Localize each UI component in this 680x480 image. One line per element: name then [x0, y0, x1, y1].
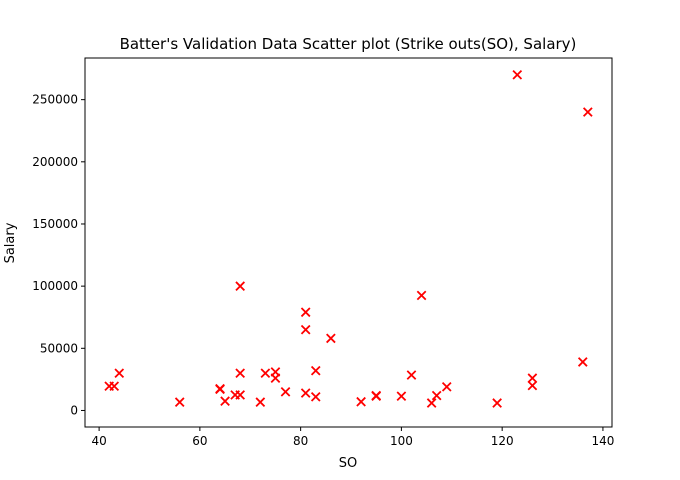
- x-tick-label: 40: [91, 434, 106, 448]
- data-point: [270, 367, 281, 377]
- data-point: [416, 290, 427, 301]
- y-tick-label: 250000: [32, 93, 78, 107]
- y-tick-label: 50000: [40, 341, 78, 355]
- x-tick-label: 140: [591, 434, 614, 448]
- data-point: [326, 333, 336, 344]
- data-point: [512, 69, 523, 80]
- plot-frame: [84, 57, 613, 428]
- data-point: [371, 390, 382, 401]
- data-point: [310, 391, 321, 402]
- axis-ticks: 40 60 80 100 120 140 0 50000 100000 150000 200000 2…: [32, 93, 614, 448]
- y-tick-label: 0: [70, 403, 78, 417]
- data-point: [431, 390, 442, 401]
- data-point: [426, 398, 437, 408]
- x-tick-label: 100: [390, 434, 413, 448]
- data-point: [582, 107, 593, 117]
- data-point: [310, 365, 321, 376]
- y-tick-label: 200000: [32, 155, 78, 169]
- data-point: [220, 396, 230, 406]
- data-point: [215, 383, 225, 394]
- y-tick-label: 100000: [32, 279, 78, 293]
- data-point: [527, 380, 538, 391]
- data-point: [174, 397, 185, 407]
- data-point: [492, 398, 502, 408]
- x-tick-label: 120: [491, 434, 514, 448]
- data-point: [300, 324, 311, 335]
- y-axis-label: Salary: [3, 222, 18, 263]
- data-point: [300, 388, 311, 398]
- data-point: [235, 281, 246, 291]
- data-point: [406, 370, 417, 380]
- data-point: [109, 381, 120, 392]
- data-point: [356, 396, 366, 407]
- data-point: [396, 391, 407, 402]
- data-point: [255, 397, 266, 407]
- chart-title: Batter's Validation Data Scatter plot (S…: [120, 35, 577, 53]
- data-points: [104, 69, 593, 408]
- x-tick-label: 80: [293, 434, 308, 448]
- x-tick-label: 60: [192, 434, 207, 448]
- data-point: [260, 368, 271, 379]
- data-point: [280, 386, 291, 397]
- y-tick-label: 150000: [32, 217, 78, 231]
- x-axis-label: SO: [339, 456, 357, 471]
- data-point: [235, 390, 246, 400]
- data-point: [527, 373, 538, 383]
- data-point: [300, 307, 311, 318]
- data-point: [114, 368, 125, 379]
- data-point: [441, 382, 452, 392]
- data-point: [235, 368, 246, 379]
- data-point: [577, 357, 588, 367]
